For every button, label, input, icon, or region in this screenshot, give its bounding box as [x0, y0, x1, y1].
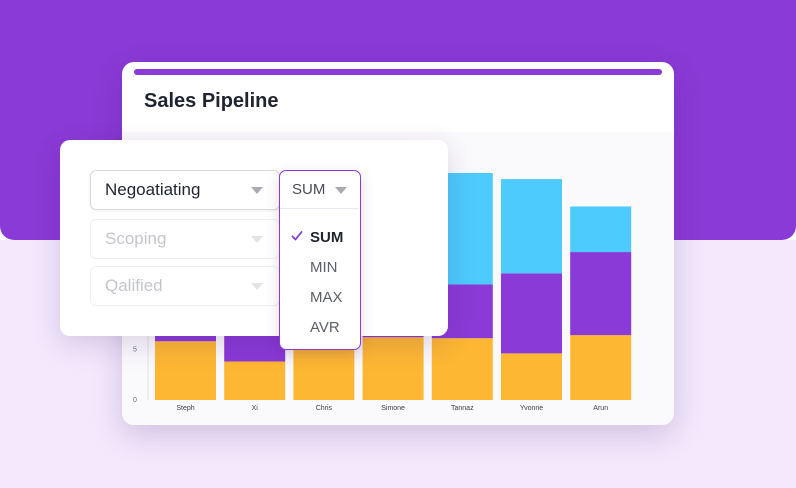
- bar-segment-orange-yvonne: [501, 353, 562, 400]
- bar-segment-orange-xi: [224, 361, 286, 400]
- stage-option-label: Qalified: [105, 276, 163, 295]
- chevron-down-icon: [251, 283, 263, 290]
- aggregate-select[interactable]: SUM: [280, 171, 359, 209]
- bar-segment-orange-arun: [570, 335, 632, 400]
- stage-option-qualified[interactable]: Qalified: [90, 266, 280, 306]
- bar-segment-orange-chris: [293, 347, 355, 400]
- bar-segment-orange-tannaz: [431, 338, 493, 400]
- check-icon: [291, 231, 303, 241]
- bar-segment-purple-xi: [224, 331, 286, 362]
- chevron-down-icon: [251, 236, 263, 243]
- x-tick-label: Steph: [176, 405, 194, 412]
- aggregate-option-label: AVR: [310, 318, 340, 336]
- stage-select[interactable]: Negoatiating: [90, 170, 280, 210]
- card-accent-bar: [134, 69, 662, 75]
- x-tick-label: Arun: [593, 405, 608, 412]
- stage-select-value: Negoatiating: [105, 180, 201, 199]
- chevron-down-icon[interactable]: [251, 187, 263, 194]
- x-tick-label: Chris: [316, 405, 333, 412]
- chevron-down-icon[interactable]: [335, 187, 347, 194]
- aggregate-option-min[interactable]: MIN: [280, 252, 359, 282]
- filter-panel: Negoatiating Scoping Qalified: [60, 140, 448, 336]
- x-tick-label: Xi: [252, 405, 259, 412]
- aggregate-option-label: MIN: [310, 258, 338, 276]
- stage-option-scoping[interactable]: Scoping: [90, 219, 280, 259]
- bar-segment-orange-simone: [362, 337, 424, 400]
- bar-segment-blue-arun: [570, 206, 632, 253]
- aggregate-select-value: SUM: [292, 181, 326, 198]
- aggregate-option-label: SUM: [310, 228, 344, 246]
- aggregate-option-label: MAX: [310, 288, 343, 306]
- aggregate-option-avr[interactable]: AVR: [280, 312, 359, 342]
- stage-option-label: Scoping: [105, 229, 167, 248]
- x-tick-label: Yvonne: [520, 405, 543, 412]
- y-tick-label: 0: [133, 397, 137, 404]
- labels-layer: Steph Xi Chris Simone Tannaz Yvonne Arun: [176, 405, 608, 412]
- aggregate-option-sum[interactable]: SUM: [280, 222, 359, 252]
- aggregate-dropdown[interactable]: SUM SUM MIN MAX AVR: [279, 170, 361, 350]
- aggregate-option-max[interactable]: MAX: [280, 282, 359, 312]
- bar-segment-purple-yvonne: [501, 273, 562, 354]
- x-tick-label: Simone: [381, 405, 405, 412]
- x-tick-label: Tannaz: [451, 405, 474, 412]
- card-title: Sales Pipeline: [144, 90, 279, 112]
- y-tick-label: 5: [133, 346, 137, 353]
- bar-segment-purple-arun: [570, 252, 632, 336]
- bar-segment-blue-yvonne: [501, 179, 562, 274]
- bar-segment-orange-steph: [155, 341, 216, 400]
- ticks-layer: 05: [133, 346, 137, 404]
